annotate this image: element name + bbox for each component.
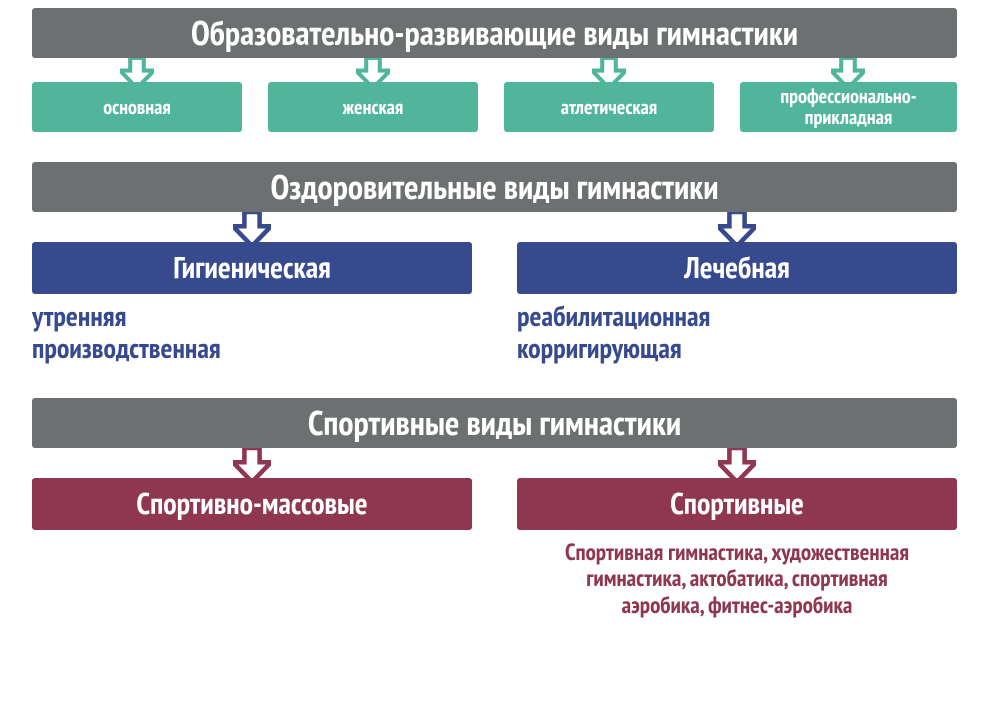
child-box-sport-1: Спортивные bbox=[517, 478, 957, 530]
arrow-down-icon bbox=[233, 448, 271, 482]
subtext-health-1: реабилитационная корригирующая bbox=[517, 300, 957, 364]
section-header-sport: Спортивные виды гимнастики bbox=[32, 398, 957, 448]
child-box-edu-2: атлетическая bbox=[504, 82, 714, 132]
child-box-edu-3: профессионально- прикладная bbox=[740, 82, 957, 132]
child-box-edu-1: женская bbox=[268, 82, 478, 132]
subtext-health-0: утренняя производственная bbox=[32, 300, 472, 364]
child-box-health-0: Гигиеническая bbox=[32, 242, 472, 294]
section-header-health: Оздоровительные виды гимнастики bbox=[32, 162, 957, 212]
child-box-edu-0: основная bbox=[32, 82, 242, 132]
arrow-down-icon bbox=[718, 212, 756, 246]
child-box-sport-0: Спортивно-массовые bbox=[32, 478, 472, 530]
section-header-edu: Образовательно-развивающие виды гимнасти… bbox=[32, 8, 957, 58]
child-box-health-1: Лечебная bbox=[517, 242, 957, 294]
arrow-down-icon bbox=[233, 212, 271, 246]
subtext-sport-1: Спортивная гимнастика, художественная ги… bbox=[517, 540, 957, 619]
arrow-down-icon bbox=[718, 448, 756, 482]
